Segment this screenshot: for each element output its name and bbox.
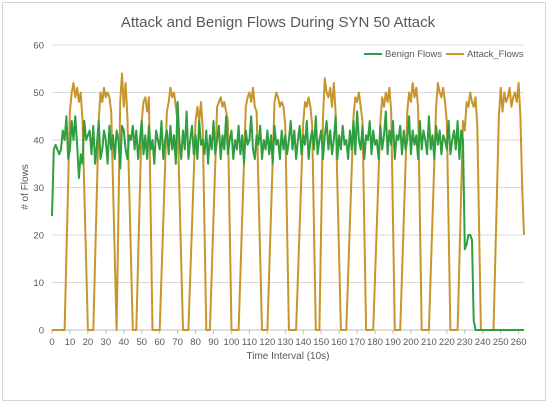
legend: Benign Flows Attack_Flows bbox=[364, 49, 524, 60]
x-tick-label: 40 bbox=[118, 337, 129, 348]
y-tick-label: 50 bbox=[33, 88, 44, 99]
x-tick-label: 100 bbox=[224, 337, 240, 348]
x-axis-label: Time Interval (10s) bbox=[247, 351, 330, 362]
x-tick-label: 210 bbox=[421, 337, 437, 348]
chart-title: Attack and Benign Flows During SYN 50 At… bbox=[121, 14, 436, 31]
x-tick-label: 10 bbox=[65, 337, 76, 348]
y-tick-label: 20 bbox=[33, 231, 44, 242]
x-tick-label: 230 bbox=[457, 337, 473, 348]
x-tick-label: 30 bbox=[101, 337, 112, 348]
x-tick-label: 130 bbox=[277, 337, 293, 348]
x-tick-label: 50 bbox=[136, 337, 147, 348]
x-tick-label: 170 bbox=[349, 337, 365, 348]
x-tick-label: 150 bbox=[313, 337, 329, 348]
series-line-benign bbox=[51, 101, 524, 331]
x-tick-label: 200 bbox=[403, 337, 419, 348]
x-tick-label: 190 bbox=[385, 337, 401, 348]
legend-benign-label: Benign Flows bbox=[385, 49, 442, 60]
x-tick-label: 80 bbox=[190, 337, 201, 348]
x-tick-label: 70 bbox=[172, 337, 183, 348]
legend-attack-label: Attack_Flows bbox=[467, 49, 524, 60]
x-tick-label: 140 bbox=[295, 337, 311, 348]
x-tick-label: 240 bbox=[475, 337, 491, 348]
y-axis-label: # of Flows bbox=[20, 164, 31, 210]
x-tick-label: 220 bbox=[439, 337, 455, 348]
y-tick-label: 10 bbox=[33, 278, 44, 289]
y-axis-ticks: 0 10 20 30 40 50 60 bbox=[33, 41, 44, 337]
y-tick-label: 40 bbox=[33, 136, 44, 147]
series-line-attack bbox=[52, 72, 525, 331]
x-tick-label: 180 bbox=[367, 337, 383, 348]
x-tick-label: 110 bbox=[242, 337, 257, 348]
x-axis-ticks: 0 10 20 30 40 50 60 70 80 90 100 110 120 130 140 150 160… bbox=[49, 330, 527, 348]
x-tick-label: 90 bbox=[208, 337, 219, 348]
y-tick-label: 60 bbox=[33, 41, 44, 52]
x-tick-label: 250 bbox=[493, 337, 509, 348]
y-tick-label: 0 bbox=[39, 326, 44, 337]
x-tick-label: 60 bbox=[154, 337, 165, 348]
y-tick-label: 30 bbox=[33, 183, 44, 194]
series-lines bbox=[51, 72, 525, 331]
x-tick-label: 0 bbox=[49, 337, 54, 348]
x-tick-label: 260 bbox=[511, 337, 527, 348]
x-tick-label: 20 bbox=[83, 337, 94, 348]
x-tick-label: 120 bbox=[259, 337, 275, 348]
chart-frame bbox=[2, 2, 546, 401]
x-tick-label: 160 bbox=[331, 337, 347, 348]
